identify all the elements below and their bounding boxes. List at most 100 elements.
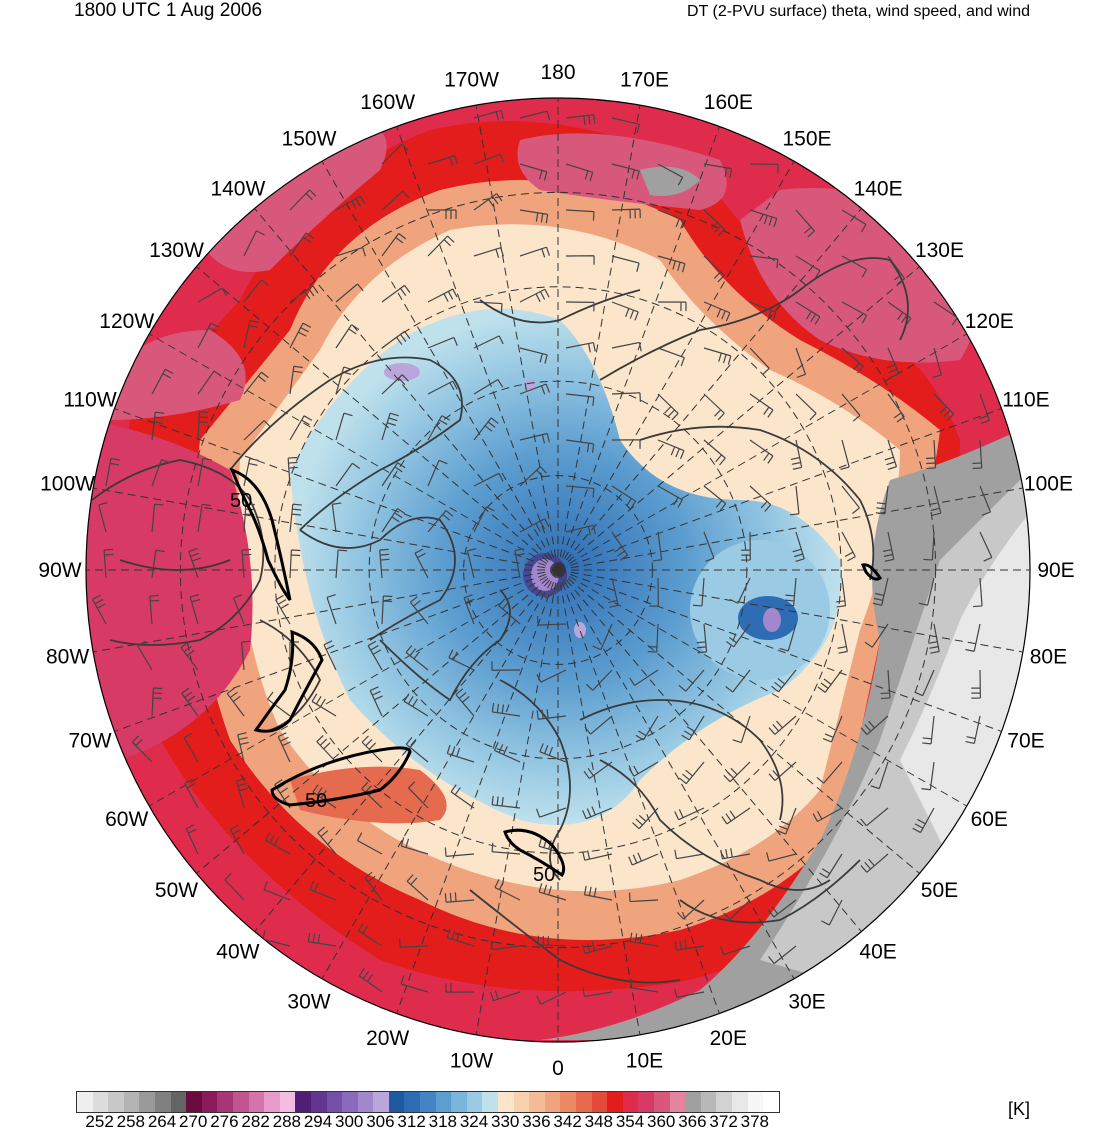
longitude-label: 170E xyxy=(620,69,669,92)
wind-barb xyxy=(678,669,705,692)
wind-barb xyxy=(703,301,731,322)
longitude-label: 130W xyxy=(149,239,204,262)
wind-barb xyxy=(519,432,550,444)
wind-barb xyxy=(367,640,383,671)
wind-barb xyxy=(841,301,868,324)
wind-barb xyxy=(400,975,429,993)
meridian xyxy=(93,569,559,653)
wind-barb xyxy=(197,287,228,303)
wind-barb xyxy=(703,163,733,178)
wind-barb xyxy=(381,462,406,487)
wind-barb xyxy=(657,209,685,229)
colorbar-swatch xyxy=(498,1092,514,1112)
wind-barb xyxy=(657,163,684,186)
wind-barb xyxy=(789,485,800,516)
wind-barb xyxy=(335,195,366,211)
wind-barb xyxy=(137,640,153,671)
wind-barb xyxy=(565,114,596,125)
wind-barb xyxy=(749,163,779,174)
wind-barb xyxy=(536,709,567,720)
longitude-label: 70E xyxy=(1007,729,1044,752)
wind-barb xyxy=(657,255,686,273)
colorbar-swatch xyxy=(451,1092,467,1112)
colorbar-units: [K] xyxy=(1008,1099,1031,1119)
wind-barb xyxy=(749,485,772,512)
wind-barb xyxy=(930,485,942,516)
wind-barb xyxy=(356,832,383,855)
wind-speed-contour-label: 50 xyxy=(305,790,327,812)
wind-barb xyxy=(405,645,429,671)
meridian xyxy=(196,569,559,874)
meridian xyxy=(557,569,968,807)
colorbar-swatch xyxy=(607,1092,623,1112)
wind-barb xyxy=(381,190,410,211)
wind-barb xyxy=(289,285,319,303)
wind-barb xyxy=(493,742,521,763)
wind-barb xyxy=(749,347,770,375)
polar-map: 50 50 50 180 170E 160E 150E 140E 130E 120E 110E… xyxy=(38,61,1074,1080)
colorbar-swatch xyxy=(731,1092,748,1112)
wind-barb xyxy=(427,154,458,166)
wind-barb xyxy=(611,301,639,321)
wind-barb xyxy=(795,347,807,378)
wind-barb xyxy=(262,930,291,947)
wind-barb xyxy=(98,502,108,533)
wind-barb xyxy=(197,457,212,487)
wind-barb xyxy=(427,209,457,219)
wind-barb xyxy=(289,365,303,395)
colorbar-tick-label: 336 xyxy=(522,1112,551,1131)
wind-barb xyxy=(381,412,399,441)
graticule xyxy=(86,98,1030,1042)
colorbar-swatch xyxy=(591,1092,608,1112)
wind-barb xyxy=(473,153,504,165)
wind-barb xyxy=(243,503,255,533)
wind-barb xyxy=(886,347,900,378)
colorbar-swatch xyxy=(763,1092,779,1112)
wind-barb xyxy=(635,715,659,741)
wind-barb xyxy=(779,623,797,652)
meridian xyxy=(321,569,559,980)
wind-barb xyxy=(197,322,220,349)
longitude-labels: 180 170E 160E 150E 140E 130E 120E 110E 100E 90E 80… xyxy=(38,61,1074,1080)
wind-barb xyxy=(232,594,245,625)
longitude-label: 100E xyxy=(1024,473,1073,496)
colorbar-swatch xyxy=(186,1092,202,1112)
wind-barb xyxy=(491,795,521,809)
wind-barb xyxy=(860,807,889,827)
wind-barb xyxy=(965,715,981,745)
wind-barb xyxy=(326,594,337,625)
wind-barb xyxy=(720,848,751,860)
longitude-label: 140E xyxy=(854,178,903,201)
colorbar-swatch xyxy=(747,1092,764,1112)
wind-speed-contour xyxy=(270,746,412,807)
wind-barb xyxy=(887,393,905,423)
wind-barb xyxy=(241,548,252,579)
wind-barb xyxy=(768,715,797,735)
wind-barb xyxy=(335,549,348,579)
longitude-label: 180 xyxy=(540,61,575,84)
wind-barb xyxy=(406,874,429,901)
wind-barb xyxy=(611,341,642,352)
colorbar-swatch xyxy=(92,1092,109,1112)
wind-barb xyxy=(880,669,891,700)
longitude-label: 110E xyxy=(1002,389,1050,412)
colorbar-swatch xyxy=(622,1092,639,1112)
wind-barb xyxy=(498,598,521,625)
meridian xyxy=(557,408,1002,571)
wind-barb xyxy=(473,301,503,313)
wind-barb xyxy=(921,761,935,791)
longitude-label: 40E xyxy=(859,940,896,963)
wind-barb xyxy=(582,941,613,955)
wind-barb xyxy=(582,806,613,820)
colorbar-swatch xyxy=(466,1092,483,1112)
wind-barb xyxy=(414,548,429,579)
wind-barb xyxy=(427,288,458,303)
meridian xyxy=(557,126,720,571)
wind-barb xyxy=(519,347,548,364)
valid-time-label: 1800 UTC 1 Aug 2006 xyxy=(74,0,263,21)
wind-barb xyxy=(979,531,993,562)
meridian xyxy=(557,569,641,1035)
meridian xyxy=(114,408,559,571)
longitude-label: 130E xyxy=(915,239,964,262)
wind-barb xyxy=(229,824,245,855)
